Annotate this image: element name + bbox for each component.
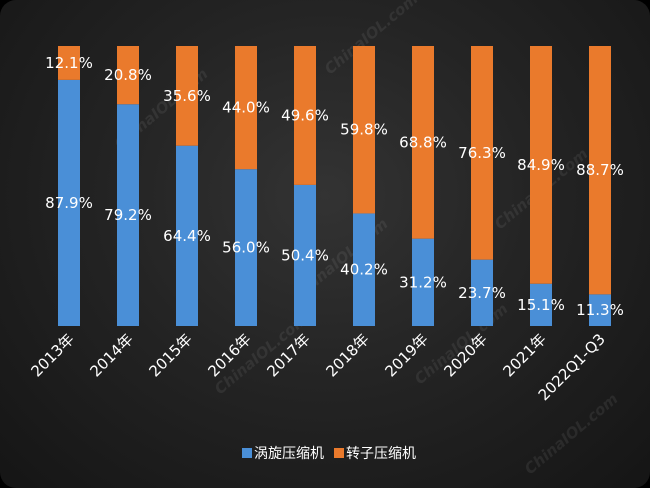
data-label-series-2: 12.1% <box>45 54 93 72</box>
bar-segment-series-2 <box>58 46 80 80</box>
bar-segment-series-2 <box>117 46 139 105</box>
x-tick-label: 2013年 <box>27 330 77 380</box>
bar-segment-series-2 <box>294 46 316 185</box>
data-label-series-2: 59.8% <box>340 121 388 139</box>
data-label-series-2: 88.7% <box>576 161 624 179</box>
x-tick-label: 2015年 <box>145 330 195 380</box>
bar-segment-series-2 <box>176 46 198 146</box>
bar-segment-series-1 <box>353 213 375 326</box>
bar-segment-series-1 <box>176 145 198 326</box>
bar-segment-series-1 <box>235 169 257 326</box>
bar-segment-series-1 <box>294 184 316 326</box>
bar-segment-series-1 <box>58 79 80 326</box>
data-label-series-2: 68.8% <box>399 133 447 151</box>
data-label-series-2: 44.0% <box>222 99 270 117</box>
bar-segment-series-2 <box>353 46 375 214</box>
bar-segment-series-2 <box>471 46 493 260</box>
data-label-series-2: 76.3% <box>458 144 506 162</box>
data-label-series-1: 50.4% <box>281 246 329 264</box>
data-label-series-2: 35.6% <box>163 87 211 105</box>
bar-segment-series-1 <box>471 259 493 326</box>
legend: 涡旋压缩机 转子压缩机 <box>242 446 416 462</box>
bar-segment-series-2 <box>589 46 611 295</box>
data-labels-layer: 87.9% 12.1% 79.2% 20.8% 64.4% 35.6% 56.0% 44.0%… <box>45 54 624 319</box>
x-tick-label: 2014年 <box>86 330 136 380</box>
data-label-series-1: 87.9% <box>45 194 93 212</box>
legend-swatch-series-1 <box>242 448 252 458</box>
bar-segment-series-1 <box>412 238 434 326</box>
data-label-series-1: 31.2% <box>399 273 447 291</box>
bar-segment-series-1 <box>117 104 139 327</box>
watermark-text: ChinaIOL.com <box>521 390 621 478</box>
data-label-series-1: 64.4% <box>163 227 211 245</box>
legend-label-series-1: 涡旋压缩机 <box>254 446 324 462</box>
bars-layer <box>58 46 611 327</box>
bar-segment-series-2 <box>412 46 434 239</box>
data-label-series-2: 84.9% <box>517 156 565 174</box>
legend-swatch-series-2 <box>334 448 344 458</box>
data-label-series-1: 40.2% <box>340 261 388 279</box>
x-axis-tick-labels: 2013年 2014年 2015年 2016年 2017年 2018年 2019年 2020年… <box>27 330 608 404</box>
bar-segment-series-2 <box>530 46 552 284</box>
x-tick-label: 2021年 <box>499 330 549 380</box>
data-label-series-1: 79.2% <box>104 206 152 224</box>
data-label-series-1: 23.7% <box>458 284 506 302</box>
data-label-series-2: 20.8% <box>104 66 152 84</box>
bar-segment-series-1 <box>530 283 552 326</box>
bar-segment-series-1 <box>589 294 611 326</box>
legend-label-series-2: 转子压缩机 <box>346 446 416 462</box>
data-label-series-1: 15.1% <box>517 296 565 314</box>
data-label-series-1: 11.3% <box>576 301 624 319</box>
x-tick-label: 2018年 <box>322 330 372 380</box>
bar-segment-series-2 <box>235 46 257 170</box>
data-label-series-2: 49.6% <box>281 106 329 124</box>
data-label-series-1: 56.0% <box>222 239 270 257</box>
